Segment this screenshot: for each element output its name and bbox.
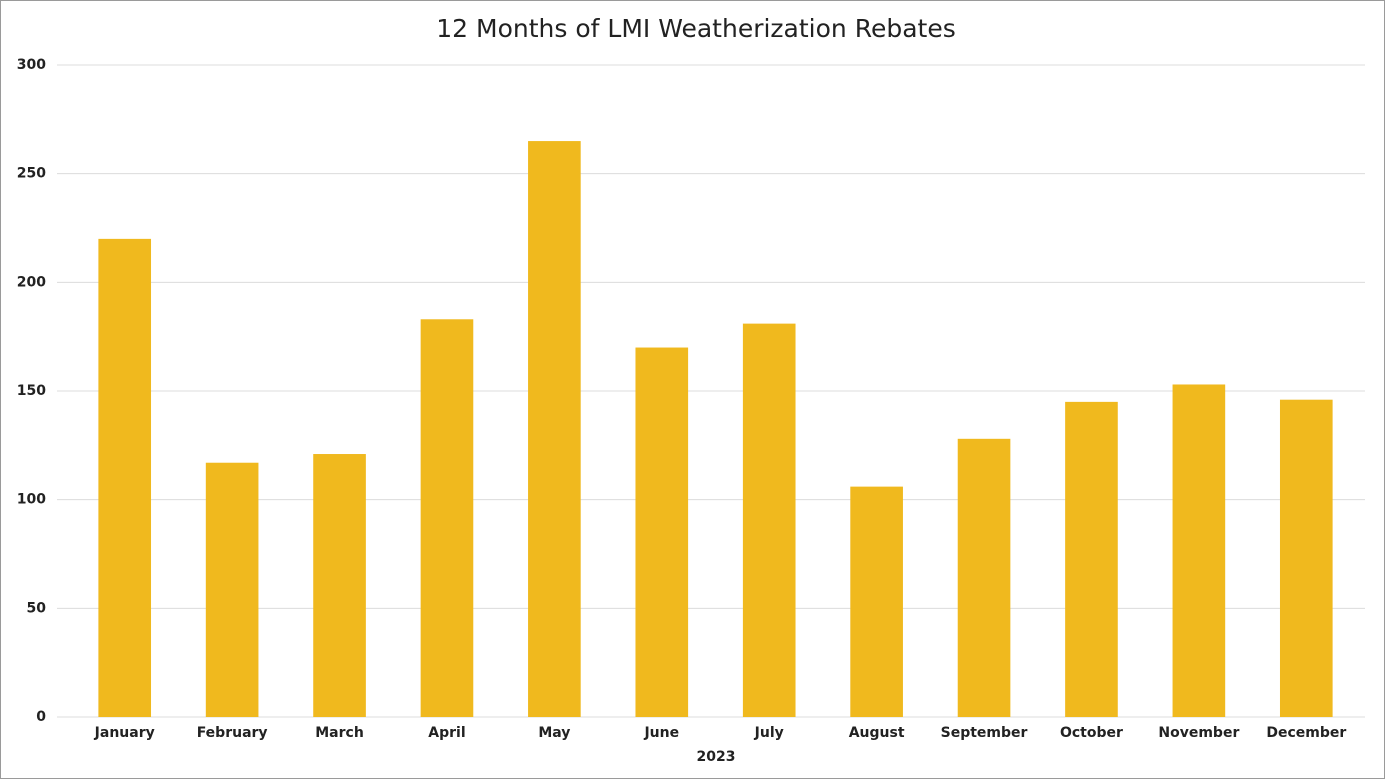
chart-title: 12 Months of LMI Weatherization Rebates <box>436 14 955 43</box>
x-tick-label: August <box>849 725 905 741</box>
bar <box>420 319 474 717</box>
y-tick-label: 200 <box>17 274 46 290</box>
y-tick-label: 100 <box>17 492 46 508</box>
bar <box>1172 384 1226 717</box>
bar <box>528 141 581 718</box>
bar <box>957 438 1011 717</box>
x-tick-label: February <box>197 725 268 741</box>
y-tick-label: 50 <box>27 600 47 616</box>
bar <box>850 486 903 717</box>
y-tick-label: 150 <box>17 383 46 399</box>
y-tick-label: 250 <box>17 166 46 182</box>
y-tick-label: 300 <box>17 57 46 73</box>
bar <box>313 454 366 717</box>
x-tick-label: December <box>1266 725 1346 741</box>
y-tick-label: 0 <box>36 709 46 725</box>
x-tick-label: April <box>428 725 465 741</box>
x-tick-label: June <box>643 725 679 741</box>
x-axis-label: 2023 <box>697 749 736 765</box>
x-tick-label: September <box>941 725 1028 741</box>
x-tick-label: March <box>315 725 364 741</box>
bar <box>98 238 152 717</box>
x-tick-label: May <box>538 725 570 741</box>
bar <box>1065 401 1118 717</box>
x-tick-label: July <box>754 725 784 741</box>
bar <box>1279 399 1333 717</box>
bar <box>742 323 796 717</box>
x-tick-label: January <box>94 725 155 741</box>
bar <box>205 462 259 717</box>
x-tick-label: October <box>1060 725 1123 741</box>
x-tick-label: November <box>1158 725 1239 741</box>
bar <box>635 347 689 717</box>
